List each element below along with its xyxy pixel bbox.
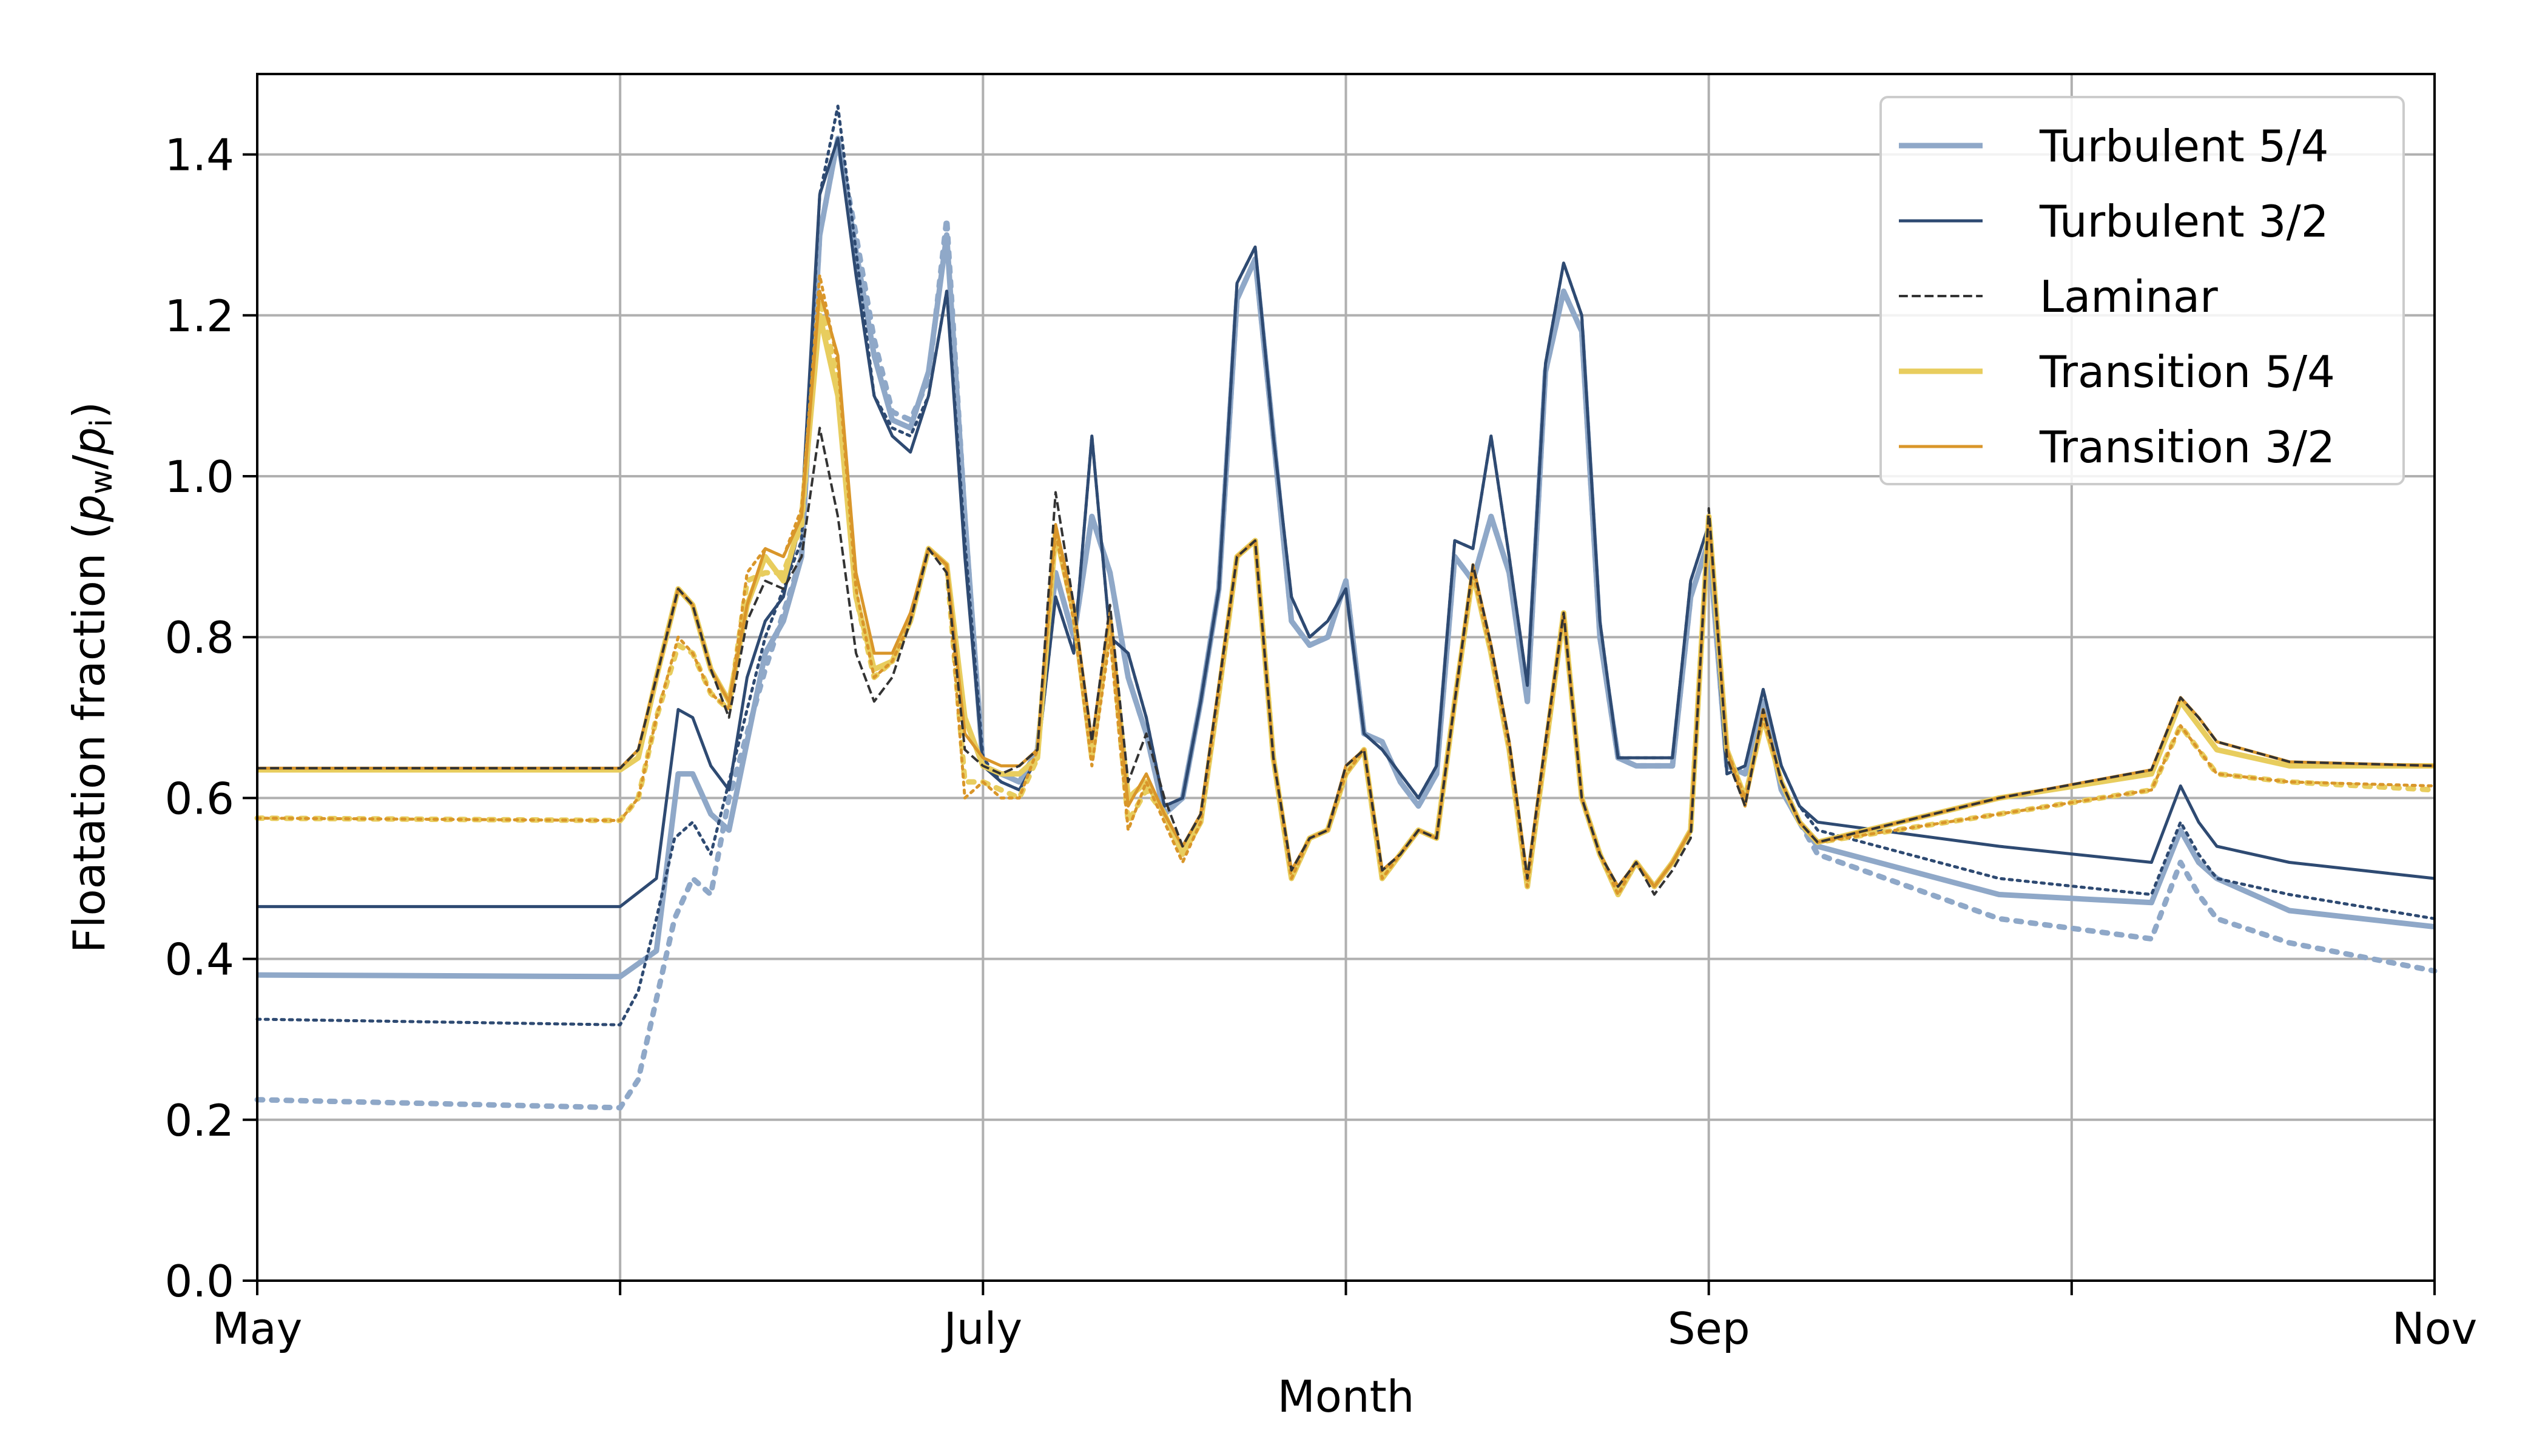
- y-axis-ticks: 0.0 0.2 0.4 0.6 0.8 1.0 1.2 1.4: [164, 130, 257, 1307]
- legend-label: Turbulent 3/2: [2039, 196, 2329, 247]
- series-line-1: [254, 135, 2438, 1111]
- legend-box: [1879, 96, 2405, 485]
- legend-label: Transition 5/4: [2039, 346, 2335, 397]
- x-tick-label: May: [212, 1303, 303, 1354]
- y-tick-label: 0.2: [164, 1095, 234, 1146]
- x-axis-ticks: May July Sep Nov: [212, 1281, 2478, 1354]
- y-tick-label: 0.6: [164, 773, 234, 824]
- y-tick-label: 0.8: [164, 612, 234, 663]
- legend-label: Turbulent 5/4: [2039, 121, 2329, 172]
- x-tick-label: July: [942, 1303, 1022, 1354]
- y-tick-label: 1.4: [164, 130, 234, 181]
- y-tick-label: 1.0: [164, 451, 234, 502]
- y-axis-label: Floatation fraction (pw/pi): [64, 402, 119, 953]
- y-tick-label: 0.4: [164, 934, 234, 985]
- series-group: [254, 104, 2438, 1111]
- series-line-8: [257, 426, 2435, 896]
- series-line-3: [255, 104, 2436, 1026]
- x-tick-label: Nov: [2392, 1303, 2478, 1354]
- legend-label: Transition 3/2: [2039, 422, 2335, 473]
- x-tick-label: Sep: [1668, 1303, 1750, 1354]
- y-tick-label: 0.0: [164, 1256, 234, 1307]
- legend: Turbulent 5/4 Turbulent 3/2 Laminar Transit…: [1879, 96, 2405, 485]
- legend-label: Laminar: [2040, 271, 2218, 322]
- y-tick-label: 1.2: [164, 291, 234, 342]
- x-axis-label: Month: [1278, 1371, 1415, 1422]
